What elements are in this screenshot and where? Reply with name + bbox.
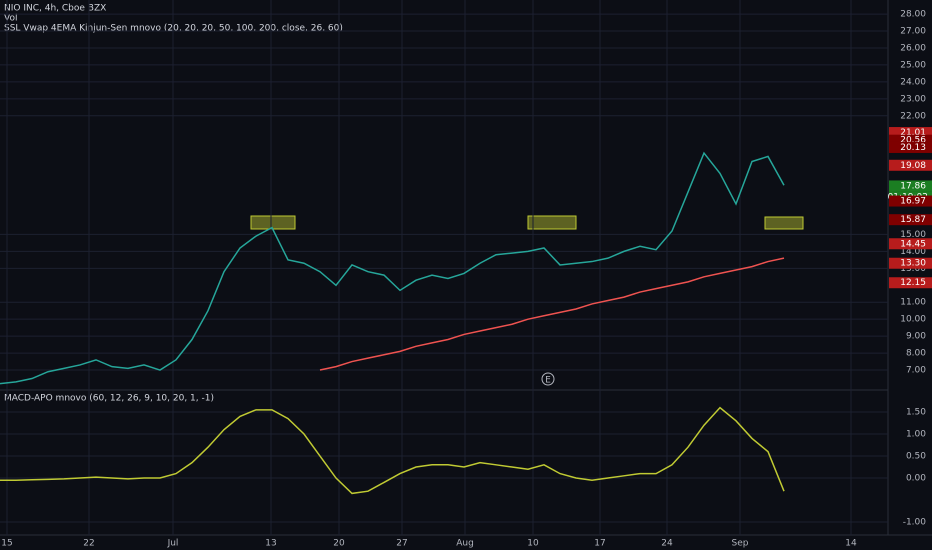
price-badge-label: 12.15 [900,278,926,288]
pane-title: MACD-APO mnovo (60, 12, 26, 9, 10, 20, 1… [4,394,214,404]
price-badge [889,277,932,289]
y-tick-label: 10.00 [900,315,926,325]
x-tick-label: 20 [333,539,345,549]
y-tick-label: -1.00 [903,518,927,528]
x-tick-label: Jul [167,539,179,549]
price-badge-label: 21.01 [900,128,926,138]
x-tick-label: 15 [1,539,12,549]
price-badge [889,257,932,269]
x-tick-label: Sep [732,539,749,549]
y-tick-label: 8.00 [906,349,926,359]
x-tick-label: 17 [594,539,605,549]
y-tick-label: 7.00 [906,366,926,376]
earnings-label: E [545,376,551,386]
y-tick-label: 0.50 [906,452,926,462]
y-tick-label: 11.00 [900,298,926,308]
x-tick-label: 14 [845,539,857,549]
y-tick-label: 14.00 [900,247,926,257]
price-badge-label: 20.13 [900,143,926,153]
x-tick-label: 24 [661,539,673,549]
y-tick-label: 1.00 [906,430,926,440]
x-tick-label: 22 [83,539,94,549]
x-tick-label: 27 [396,539,407,549]
x-tick-label: 13 [265,539,276,549]
price-badge [889,141,932,153]
chart-title: NIO INC, 4h, Cboe BZX [4,4,106,14]
y-tick-label: 27.00 [900,27,926,37]
highlight-box [527,215,577,230]
price-badge [889,195,932,207]
price-badge [889,127,932,139]
price-badge-label: 15.87 [900,215,926,225]
y-tick-label: 26.00 [900,43,926,53]
price-line [0,406,785,495]
y-tick-label: 24.00 [900,77,926,87]
y-tick-label: 9.00 [906,332,926,342]
price-badge-label: 19.08 [900,161,926,171]
y-tick-label: 0.00 [906,474,926,484]
highlight-box [764,216,804,230]
price-badge [889,159,932,171]
highlight-box [250,215,296,230]
price-line [0,151,785,385]
price-badge-label: 17.86 [900,181,926,191]
y-tick-label: 1.50 [906,408,926,418]
price-badge-label: 16.97 [900,197,926,207]
indicator-label: Vol [4,14,17,24]
price-badge [889,238,932,250]
price-badge-label: 13.30 [900,259,926,269]
price-badge-label: 20.56 [900,136,926,146]
y-tick-label: 23.00 [900,94,926,104]
x-tick-label: 10 [527,539,539,549]
y-tick-label: 15.00 [900,230,926,240]
earnings-marker [541,372,555,386]
price-badge [889,134,932,146]
y-tick-label: 13.00 [900,264,926,274]
y-tick-label: 25.00 [900,60,926,70]
price-badge [889,214,932,226]
price-badge [889,180,932,192]
y-tick-label: 22.00 [900,111,926,121]
price-badge-label: 14.45 [900,239,926,249]
price-line [319,257,785,371]
x-tick-label: Aug [456,539,474,549]
y-tick-label: 28.00 [900,10,926,20]
